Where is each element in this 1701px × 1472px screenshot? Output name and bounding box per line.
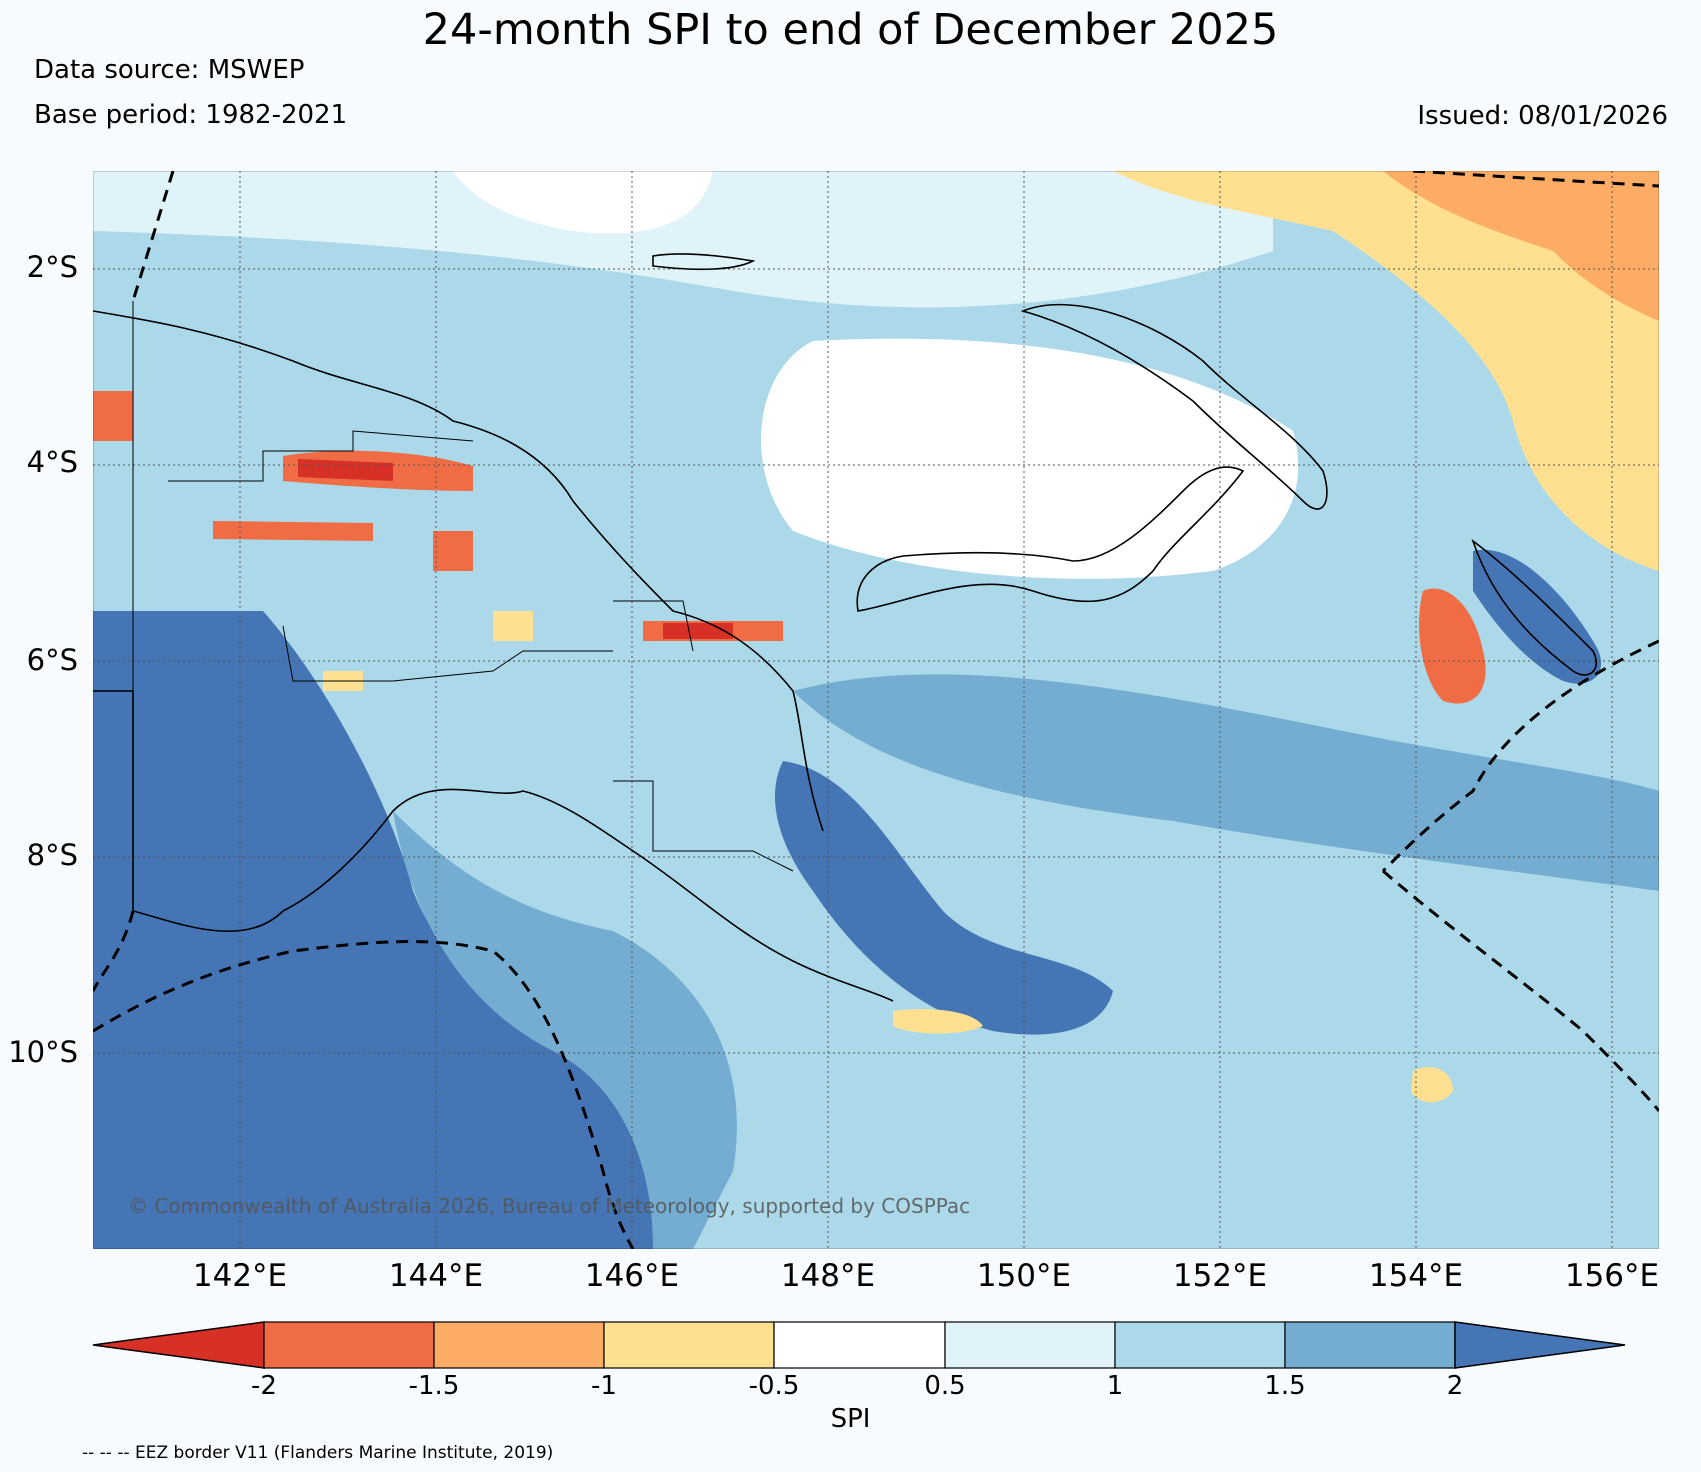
lat-label-8s: 8°S bbox=[26, 838, 78, 872]
coast-new-guinea-north bbox=[93, 310, 824, 832]
lon-label-152e: 152°E bbox=[1172, 1258, 1268, 1294]
colorbar-segment-7 bbox=[1284, 1321, 1456, 1369]
lon-label-150e: 150°E bbox=[976, 1258, 1072, 1294]
colorbar-tick-1-5: 1.5 bbox=[1264, 1371, 1306, 1401]
wet-strong-southwest bbox=[93, 611, 701, 1249]
coast-new-guinea-south bbox=[93, 690, 894, 1002]
dry-northeast bbox=[1383, 171, 1659, 321]
data-source-label: Data source: MSWEP bbox=[34, 55, 305, 85]
colorbar-tick-0-5: 0.5 bbox=[924, 1371, 966, 1401]
dry-slight-southeast-patch bbox=[1411, 1067, 1453, 1103]
wet-central-band bbox=[793, 674, 1659, 891]
eez-border-southwest bbox=[93, 940, 635, 1249]
dry-slight-highlands-1 bbox=[493, 611, 533, 641]
wet-strong-east-island bbox=[1473, 549, 1602, 684]
province-border-3 bbox=[613, 600, 694, 652]
colorbar-tick-neg0-5: -0.5 bbox=[748, 1371, 800, 1401]
colorbar-tick-neg1: -1 bbox=[591, 1371, 617, 1401]
colorbar-segment-3 bbox=[603, 1321, 775, 1369]
map-frame bbox=[93, 171, 1659, 1249]
wet-strong-central bbox=[774, 761, 1113, 1035]
dry-very-east-island bbox=[1419, 588, 1486, 704]
neutral-mid-patch bbox=[760, 338, 1299, 579]
eez-border-east bbox=[1381, 639, 1659, 873]
colorbar-tick-1: 1 bbox=[1106, 1371, 1124, 1401]
spi-map: © Commonwealth of Australia 2026, Bureau… bbox=[93, 171, 1659, 1249]
colorbar-tick-2: 2 bbox=[1446, 1371, 1464, 1401]
coast-bougainville bbox=[1471, 538, 1597, 676]
wet-slight-north-band bbox=[93, 171, 1273, 308]
lon-label-142e: 142°E bbox=[192, 1258, 288, 1294]
lon-label-154e: 154°E bbox=[1368, 1258, 1464, 1294]
lat-label-4s: 4°S bbox=[26, 445, 78, 479]
dry-very-highlands-3 bbox=[433, 531, 473, 571]
copyright-text: © Commonwealth of Australia 2026, Bureau… bbox=[128, 1194, 970, 1218]
province-border-2 bbox=[282, 625, 613, 682]
eez-border-northwest bbox=[131, 171, 175, 302]
colorbar-extend-low bbox=[92, 1321, 265, 1369]
colorbar-tick-neg2: -2 bbox=[251, 1371, 277, 1401]
eez-border-northeast bbox=[1412, 171, 1659, 188]
dry-slight-south-patch bbox=[893, 1009, 983, 1034]
eez-border-west bbox=[93, 910, 135, 992]
eez-border-southeast bbox=[1382, 869, 1659, 1112]
lat-label-2s: 2°S bbox=[26, 250, 78, 284]
colorbar-tick-neg1-5: -1.5 bbox=[408, 1371, 460, 1401]
issued-date-label: Issued: 08/01/2026 bbox=[1417, 101, 1668, 131]
base-period-label: Base period: 1982-2021 bbox=[34, 100, 348, 130]
coast-new-ireland bbox=[1020, 303, 1328, 510]
colorbar-label: SPI bbox=[830, 1404, 871, 1434]
dry-slight-northeast bbox=[1113, 171, 1659, 571]
province-borders bbox=[132, 301, 794, 911]
colorbar-segment-6 bbox=[1114, 1321, 1286, 1369]
colorbar-segment-5 bbox=[944, 1321, 1116, 1369]
neutral-north-patch bbox=[453, 171, 713, 234]
lon-label-146e: 146°E bbox=[584, 1258, 680, 1294]
lat-label-6s: 6°S bbox=[26, 643, 78, 677]
spi-colorbar bbox=[92, 1321, 1626, 1369]
wet-southwest-edge bbox=[393, 811, 737, 1249]
lon-label-144e: 144°E bbox=[388, 1258, 484, 1294]
lat-label-10s: 10°S bbox=[8, 1035, 78, 1069]
dry-very-highlands-2 bbox=[213, 521, 373, 541]
province-border-1 bbox=[168, 430, 474, 482]
lon-label-156e: 156°E bbox=[1564, 1258, 1660, 1294]
province-border-4 bbox=[613, 780, 794, 872]
colorbar-extend-high bbox=[1454, 1321, 1626, 1369]
colorbar-segment-4 bbox=[773, 1321, 946, 1369]
eez-borders bbox=[93, 171, 1659, 1249]
colorbar-segment-2 bbox=[433, 1321, 605, 1369]
colorbar-segment-1 bbox=[263, 1321, 435, 1369]
lon-label-148e: 148°E bbox=[780, 1258, 876, 1294]
eez-legend-note: -- -- -- EEZ border V11 (Flanders Marine… bbox=[82, 1443, 554, 1463]
dry-extreme-highlands-2 bbox=[663, 623, 733, 639]
map-title: 24-month SPI to end of December 2025 bbox=[422, 5, 1279, 55]
coast-new-britain bbox=[856, 466, 1245, 612]
coast-manus bbox=[652, 253, 756, 271]
coastlines bbox=[93, 253, 1597, 1002]
dry-very-northwest-1 bbox=[93, 391, 133, 441]
